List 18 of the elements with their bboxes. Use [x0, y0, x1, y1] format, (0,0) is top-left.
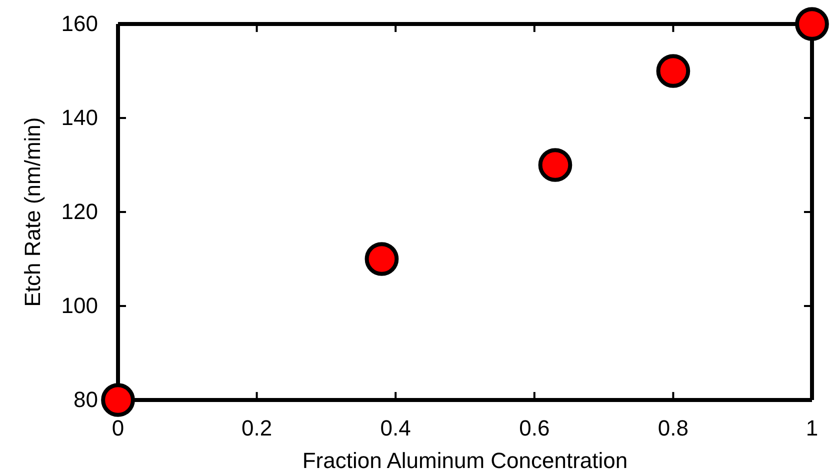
- y-tick-label: 140: [61, 105, 98, 130]
- y-tick-label: 120: [61, 199, 98, 224]
- y-tick-label: 80: [74, 387, 98, 412]
- point: [101, 383, 135, 417]
- x-tick-label: 1: [806, 416, 818, 441]
- x-tick-label: 0.2: [242, 416, 272, 441]
- x-tick-label: 0.8: [658, 416, 688, 441]
- y-tick-label: 100: [61, 293, 98, 318]
- point: [795, 7, 829, 41]
- y-tick-label: 160: [61, 11, 98, 36]
- point: [656, 54, 690, 88]
- point: [538, 148, 572, 182]
- x-tick-label: 0.6: [519, 416, 550, 441]
- y-axis-title: Etch Rate (nm/min): [20, 117, 45, 307]
- point: [364, 242, 399, 276]
- x-tick-label: 0.4: [380, 416, 411, 441]
- x-tick-label: 0: [112, 416, 124, 441]
- x-axis-title: Fraction Aluminum Concentration: [302, 448, 628, 473]
